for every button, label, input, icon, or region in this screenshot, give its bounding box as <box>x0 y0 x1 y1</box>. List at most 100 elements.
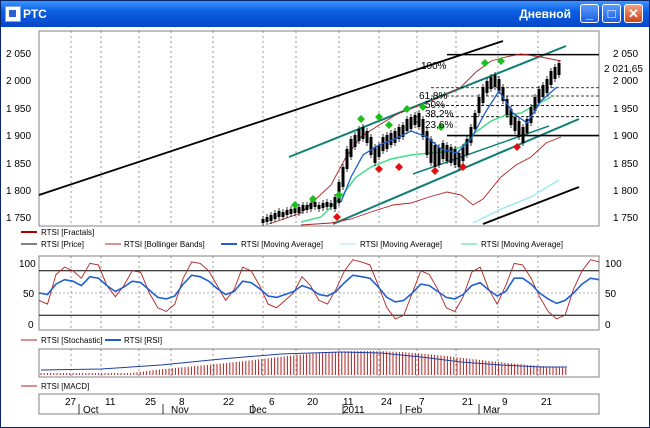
price-candle <box>393 131 397 143</box>
axis-day-label: 9 <box>502 397 508 408</box>
osc-y-axis-left: 100 50 0 <box>19 259 36 331</box>
macd-legend: RTSI [MACD] <box>21 382 89 391</box>
price-candle <box>553 67 557 79</box>
price-series <box>38 40 599 226</box>
legend-label: RTSI [Stochastic] <box>41 336 103 345</box>
axis-month-label: Feb <box>405 405 423 416</box>
price-candle <box>269 215 273 221</box>
osc-y-axis-right: 100 50 0 <box>605 259 622 331</box>
axis-month-label: Nov <box>171 405 189 416</box>
price-candle <box>517 121 521 137</box>
fractal-up-marker <box>375 113 383 121</box>
price-candle <box>489 77 493 89</box>
price-candle <box>349 139 353 157</box>
price-candle <box>277 211 281 217</box>
fractal-up-marker <box>385 121 393 129</box>
price-candle <box>301 205 305 211</box>
price-candle <box>293 208 297 213</box>
legend-label: RTSI [Moving Average] <box>481 240 563 249</box>
price-candle <box>549 71 553 85</box>
axis-day-label: 8 <box>179 397 185 408</box>
legend-label: RTSI [Moving Average] <box>360 240 442 249</box>
price-candle <box>465 139 469 155</box>
axis-month-label: Dec <box>249 405 267 416</box>
ma-blue-line <box>340 86 558 203</box>
price-candle <box>557 63 561 75</box>
close-icon: ✕ <box>628 6 639 21</box>
price-candle <box>501 87 505 101</box>
fractal-down-marker <box>513 143 521 151</box>
macd-series <box>40 351 567 375</box>
legend-label: RTSI [Moving Average] <box>241 240 323 249</box>
price-candle <box>445 145 449 161</box>
tick-label: 100 <box>19 259 36 270</box>
tick-label: 1 900 <box>613 131 638 142</box>
axis-day-label: 27 <box>65 397 77 408</box>
price-candle <box>285 210 289 215</box>
price-candle <box>305 205 309 210</box>
price-candle <box>281 212 285 217</box>
price-candle <box>313 202 317 207</box>
time-axis-panel <box>38 393 600 415</box>
fib-label: 61,8% <box>419 91 447 102</box>
axis-day-label: 7 <box>419 397 425 408</box>
axis-day-label: 24 <box>381 397 393 408</box>
fib-label: 50% <box>425 100 445 111</box>
price-candle <box>457 153 461 167</box>
title-bar[interactable]: РТС Дневной _ □ ✕ <box>1 1 649 27</box>
price-candle <box>409 117 413 129</box>
tick-label: 0 <box>28 320 34 331</box>
fractal-up-marker <box>309 195 317 203</box>
maximize-icon: □ <box>607 6 616 21</box>
price-candle <box>525 119 529 133</box>
bollinger-upper <box>268 53 562 225</box>
fractal-down-marker <box>395 163 403 171</box>
tick-label: 50 <box>605 289 617 300</box>
window-title: РТС <box>23 7 47 21</box>
minimize-button[interactable]: _ <box>580 4 599 23</box>
price-candle <box>425 131 429 155</box>
fractal-down-marker <box>459 163 467 171</box>
tick-label: 50 <box>23 289 35 300</box>
price-candle <box>389 133 393 145</box>
price-candle <box>289 209 293 214</box>
axis-day-label: 21 <box>541 397 553 408</box>
fractal-up-marker <box>357 115 365 123</box>
price-candle <box>453 149 457 165</box>
tick-label: 1 950 <box>6 104 31 115</box>
close-button[interactable]: ✕ <box>624 4 643 23</box>
osc-legend: RTSI [Stochastic] RTSI [RSI] <box>21 336 162 345</box>
price-candle <box>545 79 549 93</box>
axis-day-label: 6 <box>269 397 275 408</box>
price-candle <box>497 79 501 91</box>
price-candle <box>333 197 337 209</box>
price-candle <box>533 97 537 111</box>
price-candle <box>377 145 381 157</box>
price-candle <box>429 139 433 163</box>
minimize-icon: _ <box>585 6 594 21</box>
price-candle <box>417 113 421 127</box>
axis-month-label: Mar <box>483 405 501 416</box>
price-legend: RTSI [Fractals] RTSI [Price] RTSI [Bolli… <box>21 228 563 249</box>
fib-label: 100% <box>421 61 447 72</box>
price-candle <box>273 213 277 219</box>
price-y-axis-left: 2 050 2 000 1 950 1 900 1 850 1 800 1 75… <box>6 49 31 224</box>
period-label[interactable]: Дневной <box>519 7 571 21</box>
price-y-axis-right: 2 050 2 000 1 950 1 900 1 850 1 800 1 75… <box>613 49 638 224</box>
fractal-down-marker <box>431 167 439 175</box>
price-candle <box>325 202 329 207</box>
macd-signal-line <box>40 351 567 371</box>
price-candle <box>329 203 333 207</box>
fractal-up-marker <box>419 103 427 111</box>
price-panel[interactable] <box>38 30 600 227</box>
price-candle <box>509 109 513 125</box>
tick-label: 0 <box>605 320 611 331</box>
tick-label: 1 950 <box>613 104 638 115</box>
price-candle <box>473 113 477 129</box>
maximize-button[interactable]: □ <box>602 4 621 23</box>
price-candle <box>265 217 269 222</box>
price-candle <box>309 203 313 209</box>
trend-line <box>38 40 504 196</box>
price-candle <box>433 145 437 167</box>
